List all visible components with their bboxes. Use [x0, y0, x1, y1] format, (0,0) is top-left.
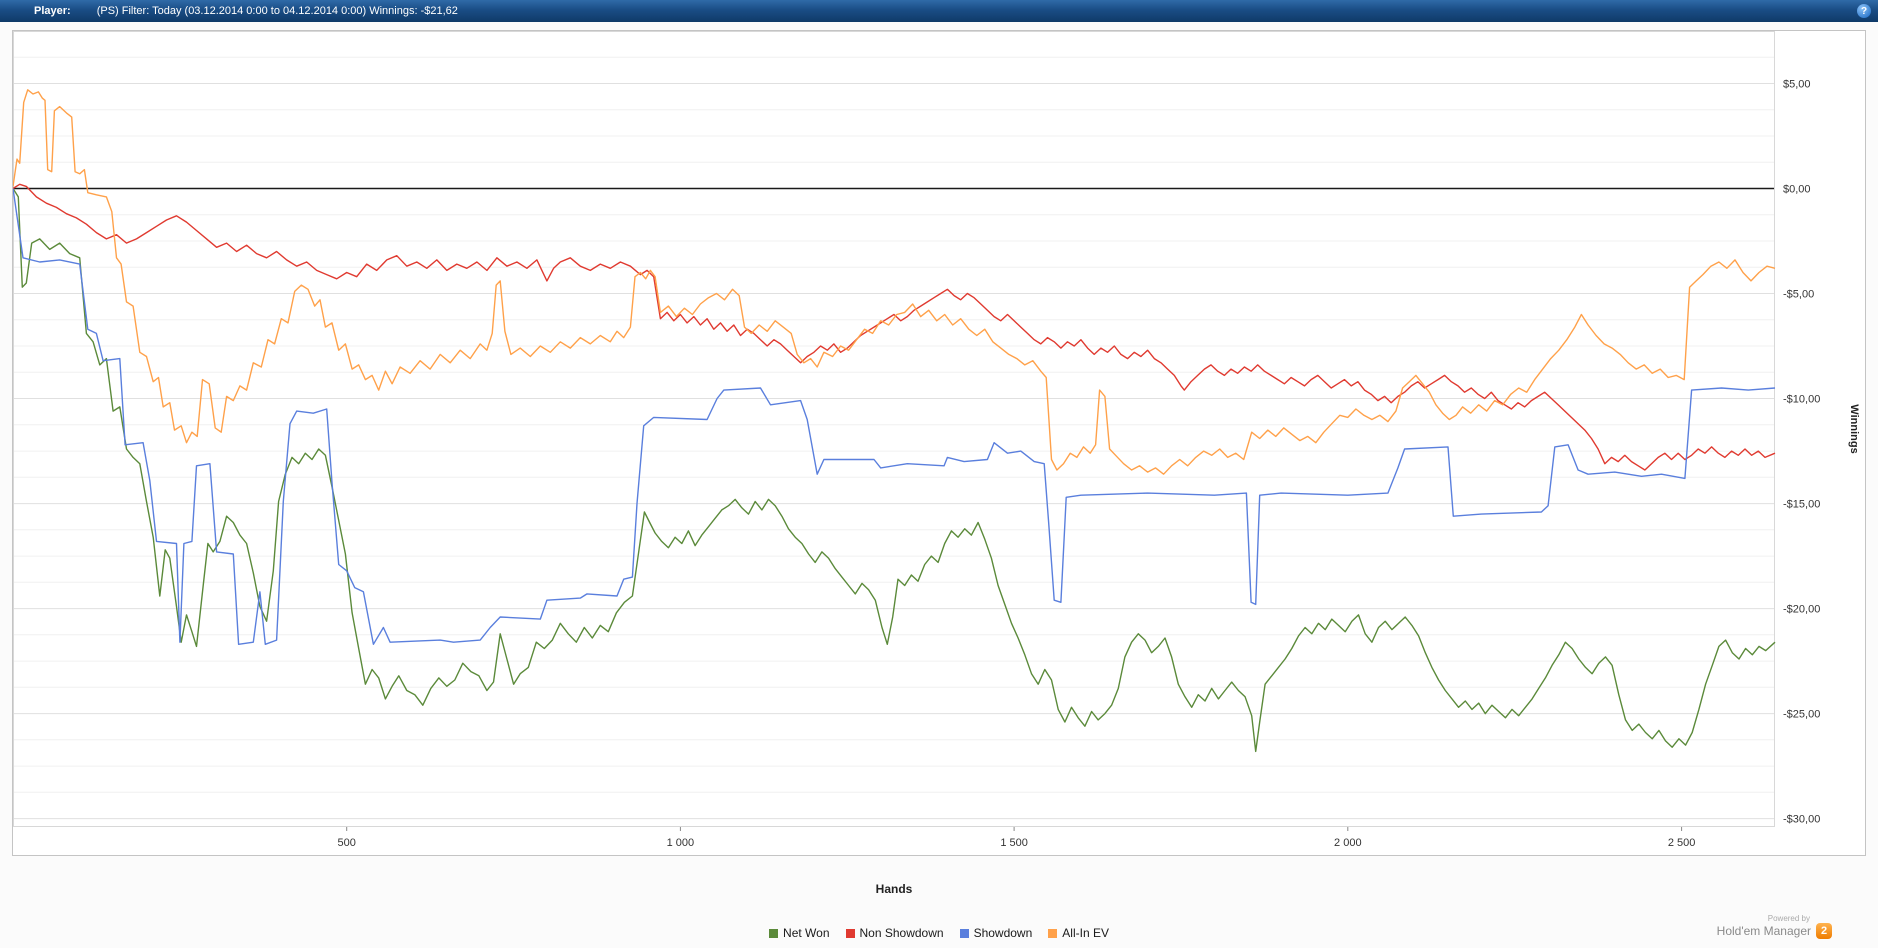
chart-panel: 500 1 000 1 500 2 000 2 500 $5,00 $0,00 -$5,00 -… — [12, 30, 1866, 856]
x-tick-label: 500 — [338, 837, 356, 849]
filter-text: (PS) Filter: Today (03.12.2014 0:00 to 0… — [96, 5, 458, 17]
y-tick-label: -$30,00 — [1783, 814, 1820, 826]
legend-swatch — [1048, 928, 1058, 938]
legend-swatch — [959, 928, 969, 938]
chart-legend: Net Won Non Showdown Showdown All-In EV — [0, 926, 1878, 940]
x-tick-label: 2 500 — [1668, 837, 1696, 849]
legend-label: Net Won — [783, 926, 830, 940]
series-line-all-in-ev — [13, 89, 1776, 475]
y-tick-label: -$25,00 — [1783, 709, 1820, 721]
legend-item-non-showdown: Non Showdown — [845, 926, 944, 940]
legend-swatch — [845, 928, 855, 938]
y-tick-label: -$5,00 — [1783, 289, 1814, 301]
help-icon[interactable]: ? — [1857, 4, 1871, 18]
powered-by-footer: Powered by Hold'em Manager 2 — [1717, 914, 1832, 939]
y-tick-label: -$15,00 — [1783, 499, 1820, 511]
legend-item-showdown: Showdown — [959, 926, 1033, 940]
y-tick-label: -$10,00 — [1783, 394, 1820, 406]
player-label: Player: — [34, 5, 71, 17]
legend-swatch — [769, 928, 779, 938]
y-axis-title: Winnings — [1848, 404, 1860, 453]
legend-item-net-won: Net Won — [769, 926, 830, 940]
brand-name: Hold'em Manager — [1716, 924, 1811, 938]
series-line-non-showdown — [13, 183, 1776, 471]
legend-label: Non Showdown — [859, 926, 944, 940]
y-tick-label: -$20,00 — [1783, 604, 1820, 616]
series-line-showdown — [13, 188, 1776, 645]
hm2-logo-icon: 2 — [1816, 923, 1832, 939]
x-axis-title: Hands — [875, 882, 913, 896]
legend-label: All-In EV — [1062, 926, 1109, 940]
x-tick-label: 1 000 — [667, 837, 695, 849]
titlebar: Player: (PS) Filter: Today (03.12.2014 0… — [0, 0, 1878, 22]
plot-border — [13, 31, 1775, 827]
legend-item-all-in-ev: All-In EV — [1048, 926, 1109, 940]
winnings-chart: 500 1 000 1 500 2 000 2 500 $5,00 $0,00 -$5,00 -… — [13, 31, 1860, 849]
series-line-net-won — [13, 188, 1776, 753]
legend-label: Showdown — [973, 926, 1033, 940]
y-tick-label: $5,00 — [1783, 79, 1811, 91]
powered-by-text: Powered by — [1767, 914, 1810, 923]
x-tick-label: 1 500 — [1000, 837, 1028, 849]
x-tick-label: 2 000 — [1334, 837, 1362, 849]
y-tick-label: $0,00 — [1783, 184, 1811, 196]
